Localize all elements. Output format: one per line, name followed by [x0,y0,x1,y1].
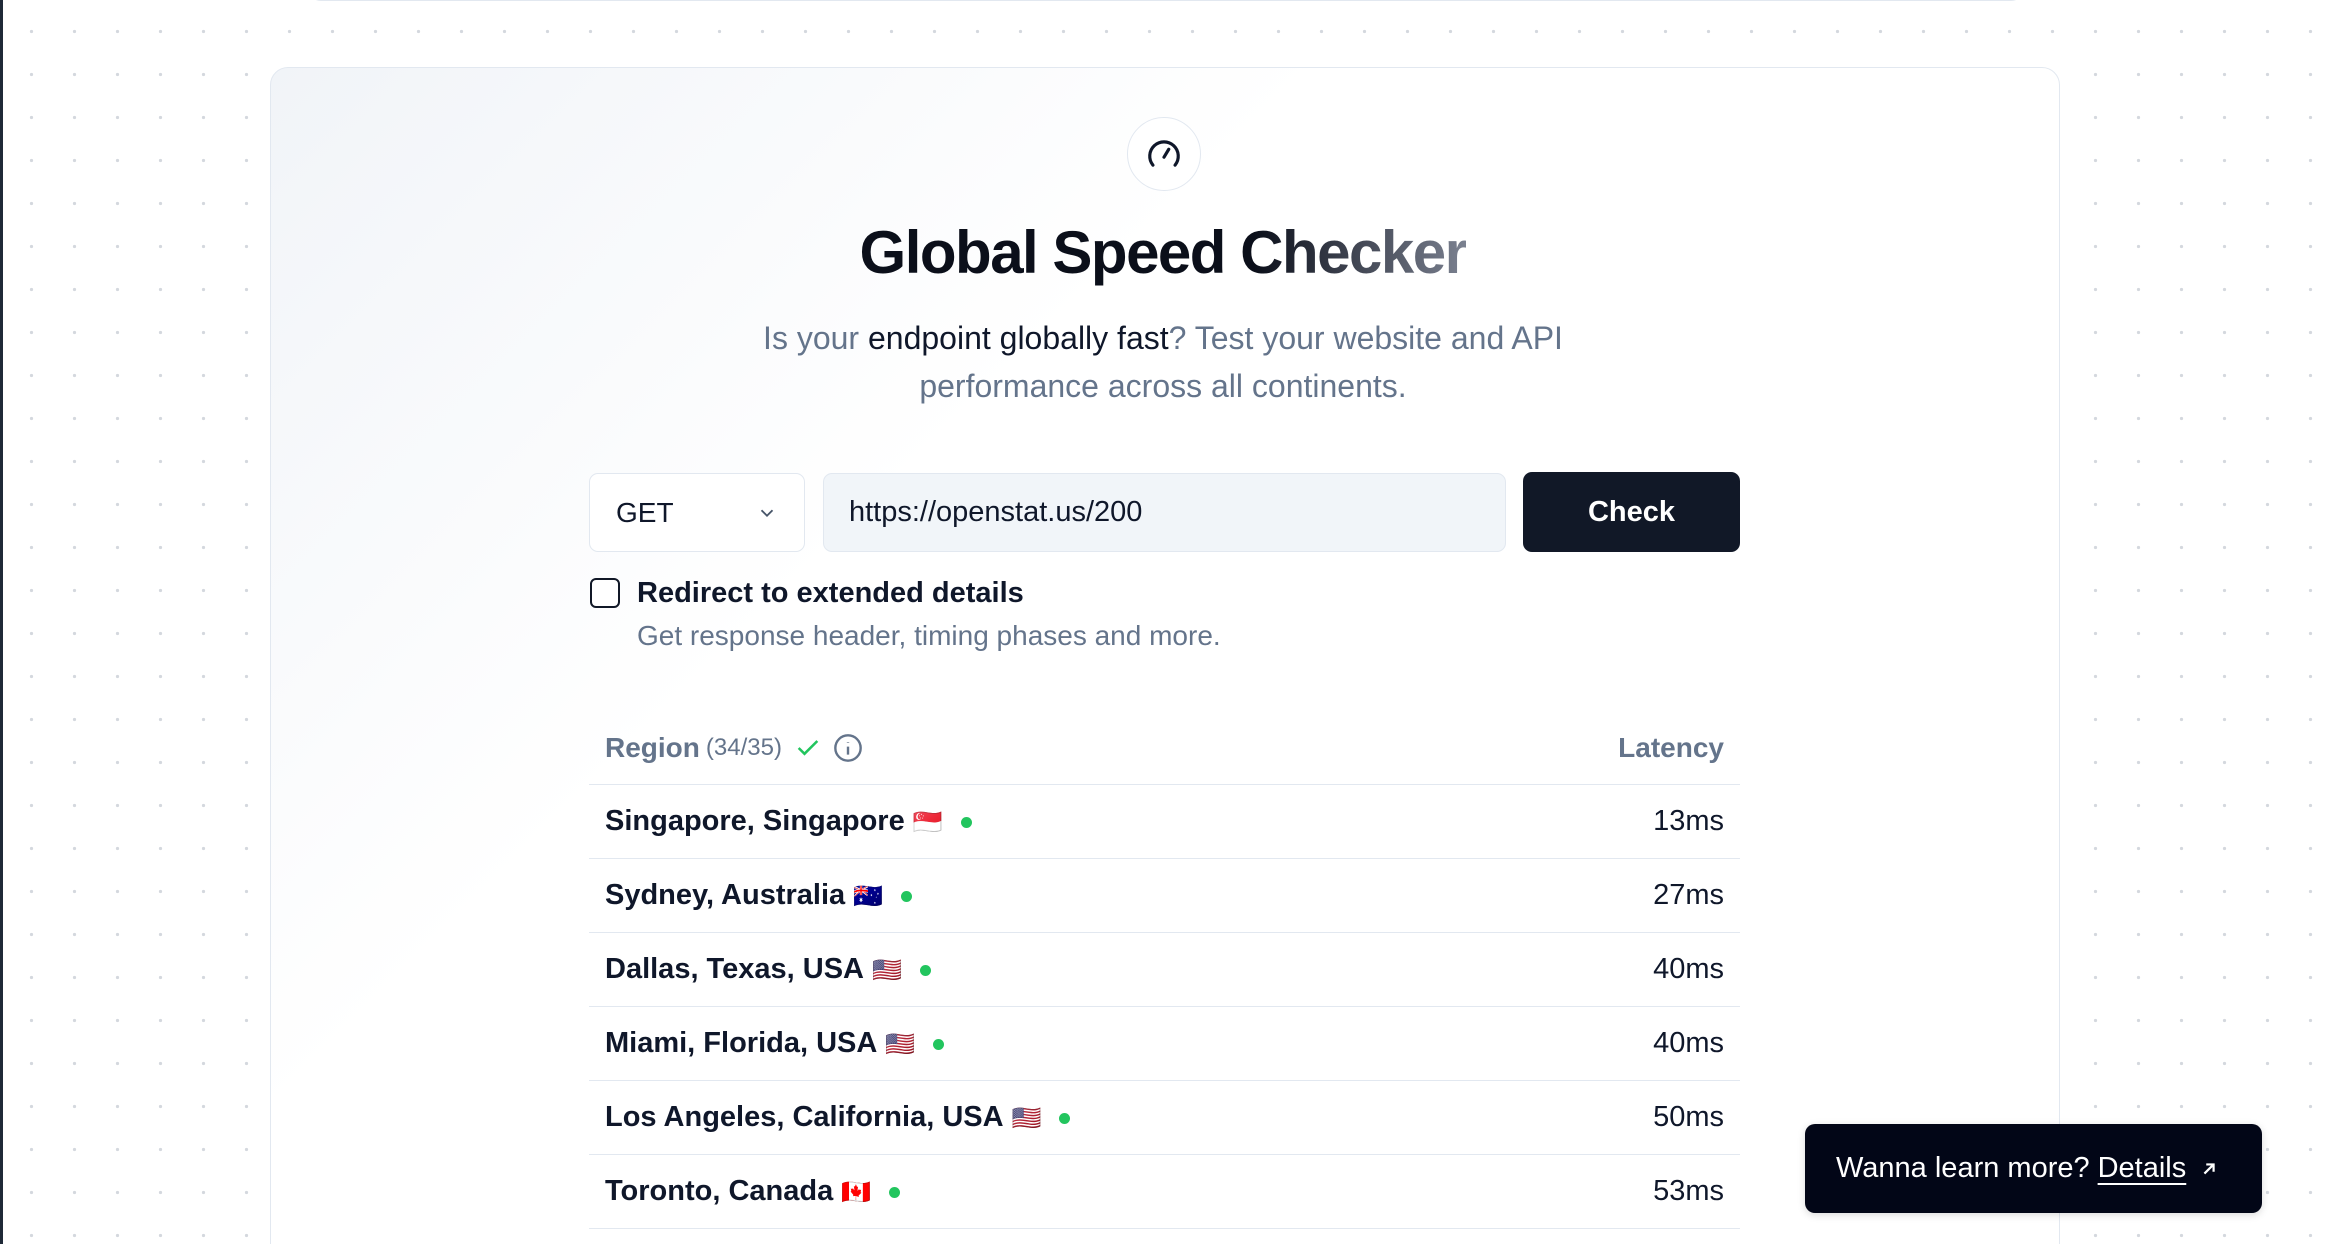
region-cell: Miami, Florida, USA 🇺🇸 [605,1027,945,1060]
region-name: Los Angeles, California, USA [605,1101,1004,1133]
latency-value: 50ms [1653,1101,1724,1133]
check-button[interactable]: Check [1523,472,1740,552]
flag-icon: 🇦🇺 [853,883,884,910]
arrow-up-right-icon[interactable] [2198,1158,2220,1180]
redirect-label[interactable]: Redirect to extended details [637,577,1024,609]
details-link[interactable]: Details [2097,1152,2187,1184]
region-cell: Toronto, Canada 🇨🇦 [605,1175,901,1208]
latency-value: 40ms [1653,953,1724,985]
table-row[interactable]: Dallas, Texas, USA 🇺🇸 40ms [589,933,1740,1007]
region-name: Miami, Florida, USA [605,1027,878,1059]
method-value: GET [616,496,674,528]
flag-icon: 🇨🇦 [841,1179,872,1206]
url-input[interactable] [823,473,1506,552]
latency-value: 13ms [1653,805,1724,837]
region-header[interactable]: Region [605,732,700,763]
status-dot [901,890,913,902]
table-header: Region (34/35) Latency [589,712,1740,785]
page-title: Global Speed Checker [859,219,1468,286]
redirect-checkbox[interactable] [590,578,620,608]
region-name: Toronto, Canada [605,1175,834,1207]
region-cell: Sydney, Australia 🇦🇺 [605,879,913,912]
table-row[interactable]: Sydney, Australia 🇦🇺 27ms [589,859,1740,933]
status-dot [960,816,972,828]
flag-icon: 🇺🇸 [871,957,902,984]
window-edge [0,0,3,1244]
flag-icon: 🇸🇬 [912,809,943,836]
status-dot [1059,1112,1071,1124]
method-select[interactable]: GET [589,473,805,552]
region-count: (34/35) [705,734,782,761]
region-cell: Dallas, Texas, USA 🇺🇸 [605,953,931,986]
page-subtitle: Is your endpoint globally fast? Test you… [763,320,1563,404]
region-name: Singapore, Singapore [605,805,905,837]
learn-more-toast: Wanna learn more? Details [1805,1124,2262,1213]
status-dot [919,964,931,976]
table-row[interactable]: Singapore, Singapore 🇸🇬 13ms [589,785,1740,859]
latency-header[interactable]: Latency [1618,732,1724,763]
results-table: Region (34/35) Latency Singapore, Singap… [589,712,1740,1229]
table-row[interactable]: Los Angeles, California, USA 🇺🇸 50ms [589,1081,1740,1155]
table-row[interactable]: Toronto, Canada 🇨🇦 53ms [589,1155,1740,1229]
flag-icon: 🇺🇸 [1011,1105,1042,1132]
region-name: Sydney, Australia [605,879,846,911]
chevron-down-icon [760,509,774,517]
latency-value: 53ms [1653,1175,1724,1207]
latency-value: 40ms [1653,1027,1724,1059]
redirect-description: Get response header, timing phases and m… [637,620,1221,651]
speed-checker-card [270,67,2060,1244]
status-dot [933,1038,945,1050]
region-cell: Los Angeles, California, USA 🇺🇸 [605,1101,1071,1134]
status-dot [889,1186,901,1198]
region-name: Dallas, Texas, USA [605,953,864,985]
toast-text: Wanna learn more? [1836,1152,2090,1184]
check-icon [797,740,819,756]
region-cell: Singapore, Singapore 🇸🇬 [605,805,972,838]
info-icon[interactable] [832,732,864,764]
latency-value: 27ms [1653,879,1724,911]
table-row[interactable]: Miami, Florida, USA 🇺🇸 40ms [589,1007,1740,1081]
top-nav-bar [307,0,2025,1]
speedometer-icon [1127,117,1201,191]
flag-icon: 🇺🇸 [885,1031,916,1058]
